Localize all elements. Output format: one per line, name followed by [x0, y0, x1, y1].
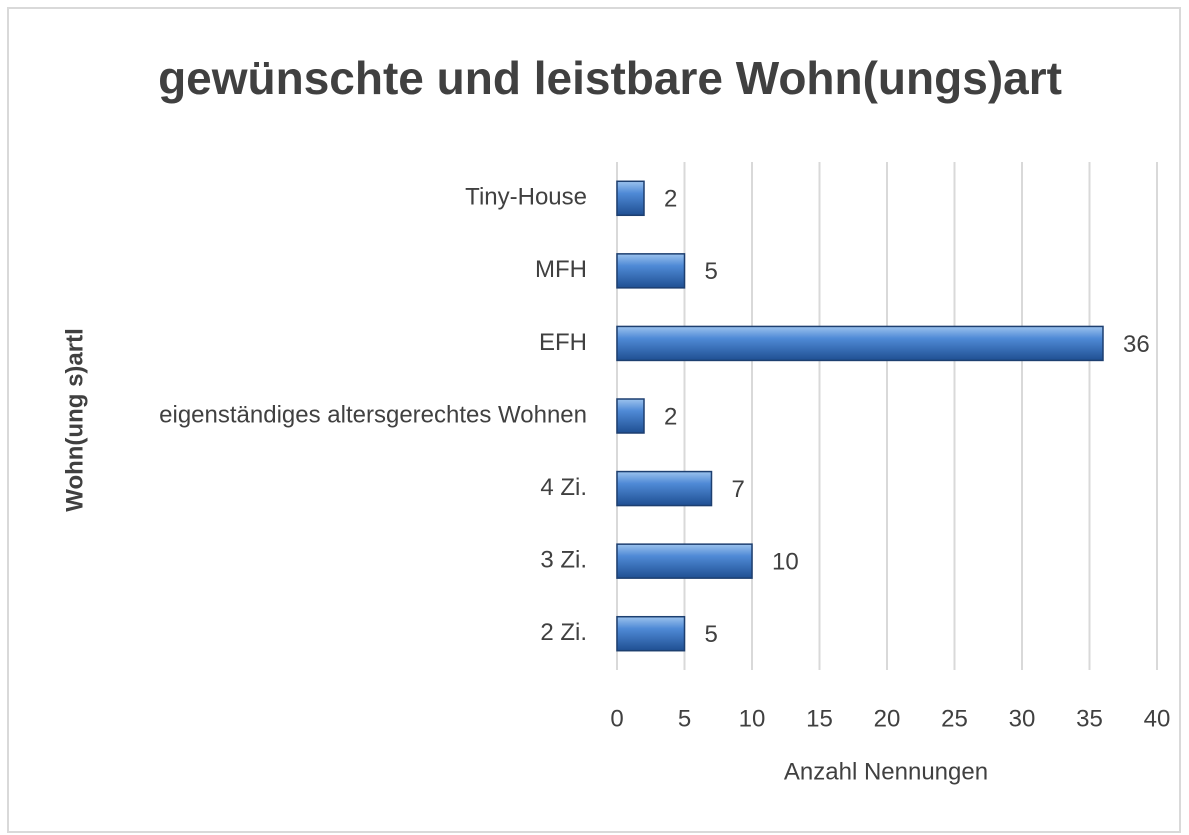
data-label: 36 — [1123, 331, 1150, 358]
x-tick-label: 20 — [874, 705, 901, 732]
x-tick-label: 30 — [1009, 705, 1036, 732]
y-tick-label: 3 Zi. — [540, 546, 587, 573]
bar — [616, 543, 753, 579]
x-tick-label: 25 — [941, 705, 968, 732]
y-tick-label: MFH — [535, 256, 587, 283]
bar — [616, 325, 1104, 362]
y-tick-label: 2 Zi. — [540, 619, 587, 646]
data-label: 2 — [664, 186, 677, 213]
data-label: 5 — [705, 621, 718, 648]
bar — [616, 615, 686, 652]
x-tick-label: 0 — [610, 705, 623, 732]
data-label: 7 — [732, 476, 745, 503]
x-tick-label: 40 — [1144, 705, 1171, 732]
data-label: 2 — [664, 403, 677, 430]
x-tick-label: 15 — [806, 705, 833, 732]
x-tick-label: 35 — [1076, 705, 1103, 732]
x-tick-label: 10 — [739, 705, 766, 732]
y-axis-label: Wohn(ung s)artl — [61, 328, 88, 512]
x-tick-label: 5 — [678, 705, 691, 732]
y-tick-label: Tiny-House — [465, 184, 587, 211]
data-label: 10 — [772, 548, 799, 575]
y-tick-label: 4 Zi. — [540, 474, 587, 501]
y-tick-label: eigenständiges altersgerechtes Wohnen — [159, 401, 587, 428]
data-label: 5 — [705, 258, 718, 285]
y-tick-label: EFH — [539, 329, 587, 356]
chart-title: gewünschte und leistbare Wohn(ungs)art — [158, 52, 1062, 104]
x-axis-label: Anzahl Nennungen — [784, 758, 988, 785]
bar — [616, 253, 686, 289]
bar — [616, 180, 645, 217]
bar — [616, 470, 713, 507]
bar — [616, 398, 645, 434]
chart-frame — [7, 7, 1181, 833]
